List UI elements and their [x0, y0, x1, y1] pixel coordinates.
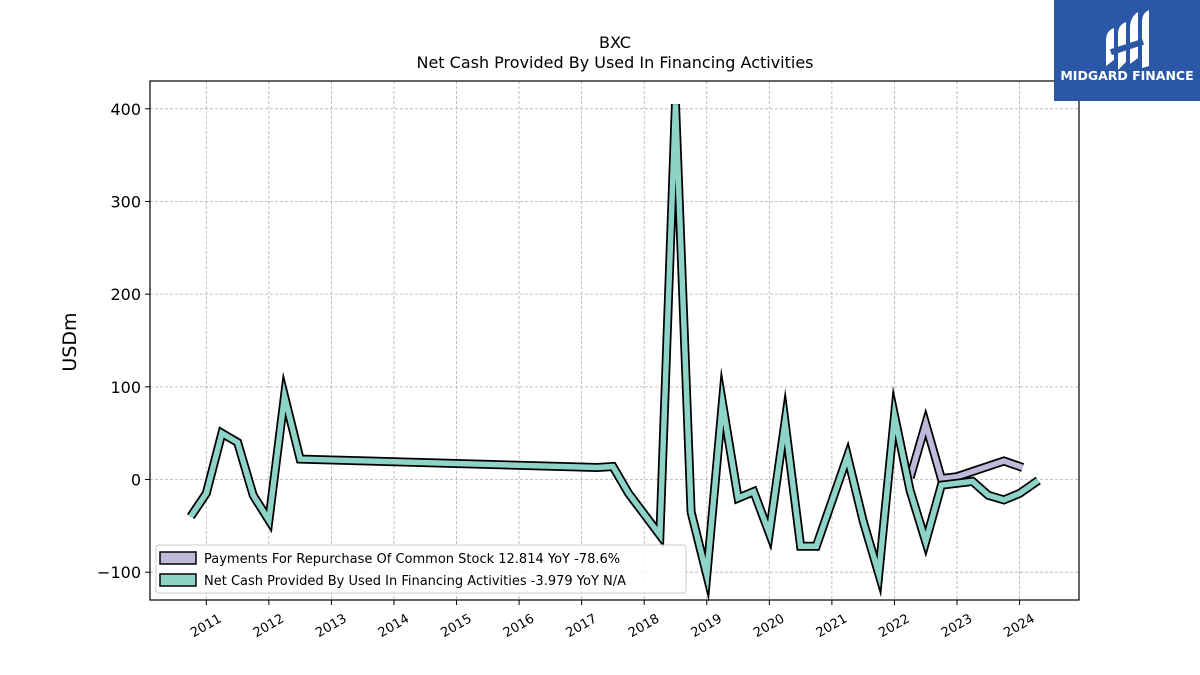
legend-label-repurchase: Payments For Repurchase Of Common Stock … [204, 552, 620, 567]
series-1 [186, 104, 1041, 602]
logo-text: MIDGARD FINANCE [1060, 68, 1193, 83]
legend-label-financing: Net Cash Provided By Used In Financing A… [204, 574, 626, 589]
logo-background [1054, 0, 1200, 101]
series-0 [905, 407, 1025, 484]
chart-title: BXC [599, 33, 631, 52]
legend-swatch-financing [159, 573, 197, 587]
chart-subtitle: Net Cash Provided By Used In Financing A… [416, 53, 813, 72]
y-tick-label: 400 [110, 100, 141, 119]
series-line [907, 413, 1024, 482]
legend: Payments For Repurchase Of Common Stock … [155, 544, 687, 594]
logo-mark-icon [1106, 10, 1149, 70]
y-tick-label: 300 [110, 192, 141, 211]
plot-frame [149, 80, 1080, 601]
series-line [188, 104, 1040, 592]
y-tick-label: 100 [110, 378, 141, 397]
y-axis: −100 0 100 200 300 400 [97, 100, 150, 582]
y-tick-label: 0 [131, 471, 141, 490]
y-tick-label: −100 [97, 563, 141, 582]
legend-box [155, 544, 687, 594]
y-axis-label: USDm [59, 312, 81, 371]
legend-swatch-repurchase [159, 551, 197, 565]
series-layer [186, 104, 1041, 602]
y-tick-label: 200 [110, 285, 141, 304]
brand-logo: MIDGARD FINANCE [1054, 0, 1200, 101]
